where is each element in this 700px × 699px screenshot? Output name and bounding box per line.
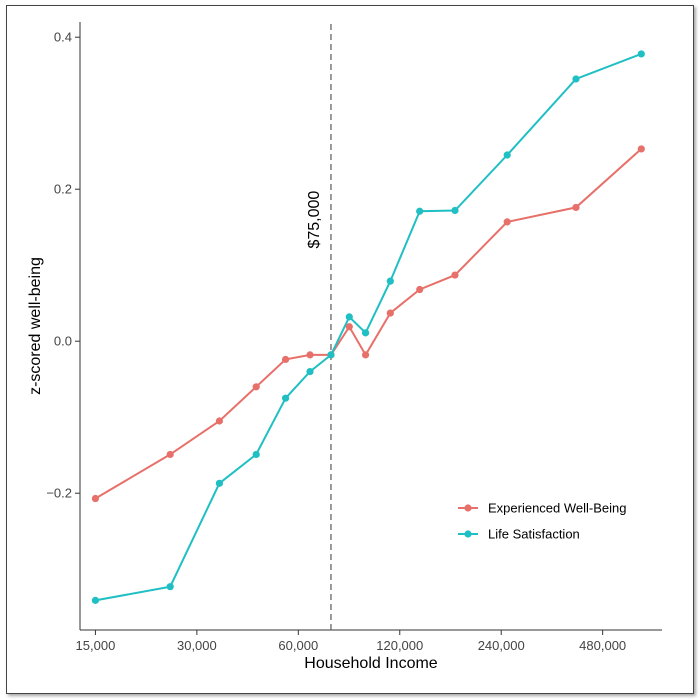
x-tick-label: 120,000 (376, 638, 423, 653)
series-0-point (361, 351, 370, 359)
series-1-point (386, 277, 394, 285)
series-0-point (451, 271, 459, 279)
legend-label-1: Life Satisfaction (488, 527, 580, 542)
series-1-point (281, 394, 290, 402)
series-1-point (327, 351, 335, 359)
series-0-point (252, 383, 260, 391)
legend-label-0: Experienced Well-Being (488, 501, 627, 516)
reference-line-label: $75,000 (306, 191, 323, 249)
series-0-point (345, 323, 353, 331)
series-0-point (91, 494, 100, 503)
series-1-point (572, 75, 580, 83)
series-0-point (215, 417, 224, 425)
y-axis-ticks: −0.2 0.0 0.2 0.4 (46, 30, 80, 501)
legend-marker-0 (464, 504, 472, 512)
legend-marker-1 (464, 530, 472, 538)
series-line-1 (95, 52, 642, 602)
series-0-point (637, 145, 645, 153)
series-1-point (91, 596, 100, 604)
figure-frame (6, 5, 694, 694)
x-axis-ticks: 15,000 30,000 60,000 120,000 240,000 480,000 (76, 630, 626, 653)
legend: Experienced Well-Being Life Satisfaction (458, 501, 627, 542)
x-tick-label: 30,000 (177, 638, 217, 653)
series-0-point (572, 203, 580, 212)
series-1-point (637, 50, 645, 58)
series-points (91, 50, 645, 604)
series-0-point (281, 355, 290, 364)
series-0-point (306, 351, 314, 359)
series-0-point (503, 218, 511, 226)
y-tick-label: 0.2 (54, 182, 72, 197)
x-axis-title: Household Income (304, 655, 438, 672)
series-0-point (416, 285, 424, 294)
series-1-point (451, 206, 459, 215)
x-tick-label: 60,000 (278, 638, 318, 653)
series-1-point (416, 207, 424, 215)
x-tick-label: 15,000 (76, 638, 116, 653)
series-1-point (503, 151, 511, 159)
series-1-point (215, 479, 224, 487)
series-1-point (361, 329, 370, 337)
series-1-point (166, 583, 174, 591)
series-1-point (252, 450, 260, 459)
series-line-0 (94, 148, 642, 500)
x-tick-label: 240,000 (478, 638, 525, 653)
series-1-point (306, 368, 314, 376)
series-0-point (166, 450, 174, 459)
series-1-point (345, 313, 353, 321)
y-tick-label: 0.4 (54, 30, 72, 45)
x-tick-label: 480,000 (579, 638, 626, 653)
series-0-point (386, 309, 394, 317)
y-axis-title: z-scored well-being (27, 257, 44, 395)
series-lines (94, 52, 642, 602)
y-tick-label: −0.2 (46, 486, 72, 501)
y-tick-label: 0.0 (54, 334, 72, 349)
